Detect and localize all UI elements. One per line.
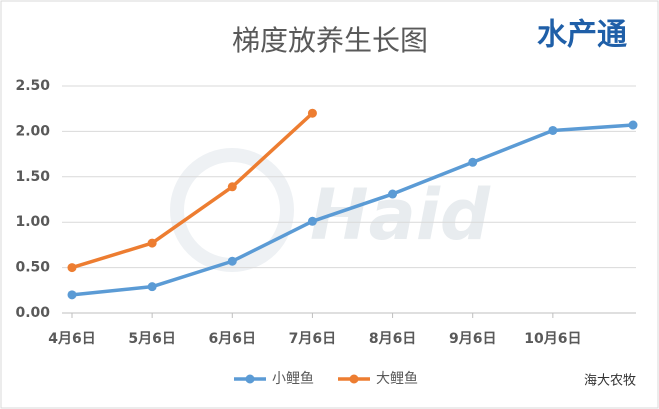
data-point: [628, 120, 638, 130]
data-point: [67, 290, 77, 300]
legend: 小鲤鱼 大鲤鱼: [234, 370, 418, 387]
data-point: [548, 125, 558, 135]
x-tick-label: 9月6日: [449, 331, 496, 347]
data-point: [227, 182, 237, 192]
legend-marker: [349, 374, 359, 384]
data-point: [227, 256, 237, 266]
legend-marker: [245, 374, 255, 384]
data-point: [147, 282, 157, 292]
data-point: [67, 263, 77, 273]
chart-title: 梯度放养生长图: [232, 24, 428, 57]
source-label: 海大农牧: [584, 374, 636, 389]
y-tick-label: 2.00: [15, 123, 50, 139]
legend-label: 大鲤鱼: [376, 370, 418, 387]
x-tick-label: 7月6日: [289, 331, 336, 347]
data-point: [388, 189, 398, 199]
series-line: [71, 111, 314, 270]
logo: 水产通: [537, 18, 627, 53]
x-tick-label: 8月6日: [369, 331, 416, 347]
watermark: Haid: [310, 174, 491, 256]
x-tick-label: 4月6日: [48, 331, 95, 347]
x-tick-label: 10月6日: [524, 331, 581, 347]
data-point: [307, 108, 317, 118]
y-tick-label: 0.50: [15, 260, 50, 276]
y-tick-label: 1.00: [15, 214, 50, 230]
series-line: [71, 123, 634, 297]
y-tick-label: 0.00: [15, 305, 50, 321]
data-point: [147, 238, 157, 248]
y-tick-label: 2.50: [15, 78, 50, 94]
legend-label: 小鲤鱼: [272, 370, 314, 387]
data-point: [307, 216, 317, 226]
x-tick-label: 5月6日: [128, 331, 175, 347]
x-tick-label: 6月6日: [209, 331, 256, 347]
y-tick-label: 1.50: [15, 169, 50, 185]
data-point: [468, 157, 478, 167]
